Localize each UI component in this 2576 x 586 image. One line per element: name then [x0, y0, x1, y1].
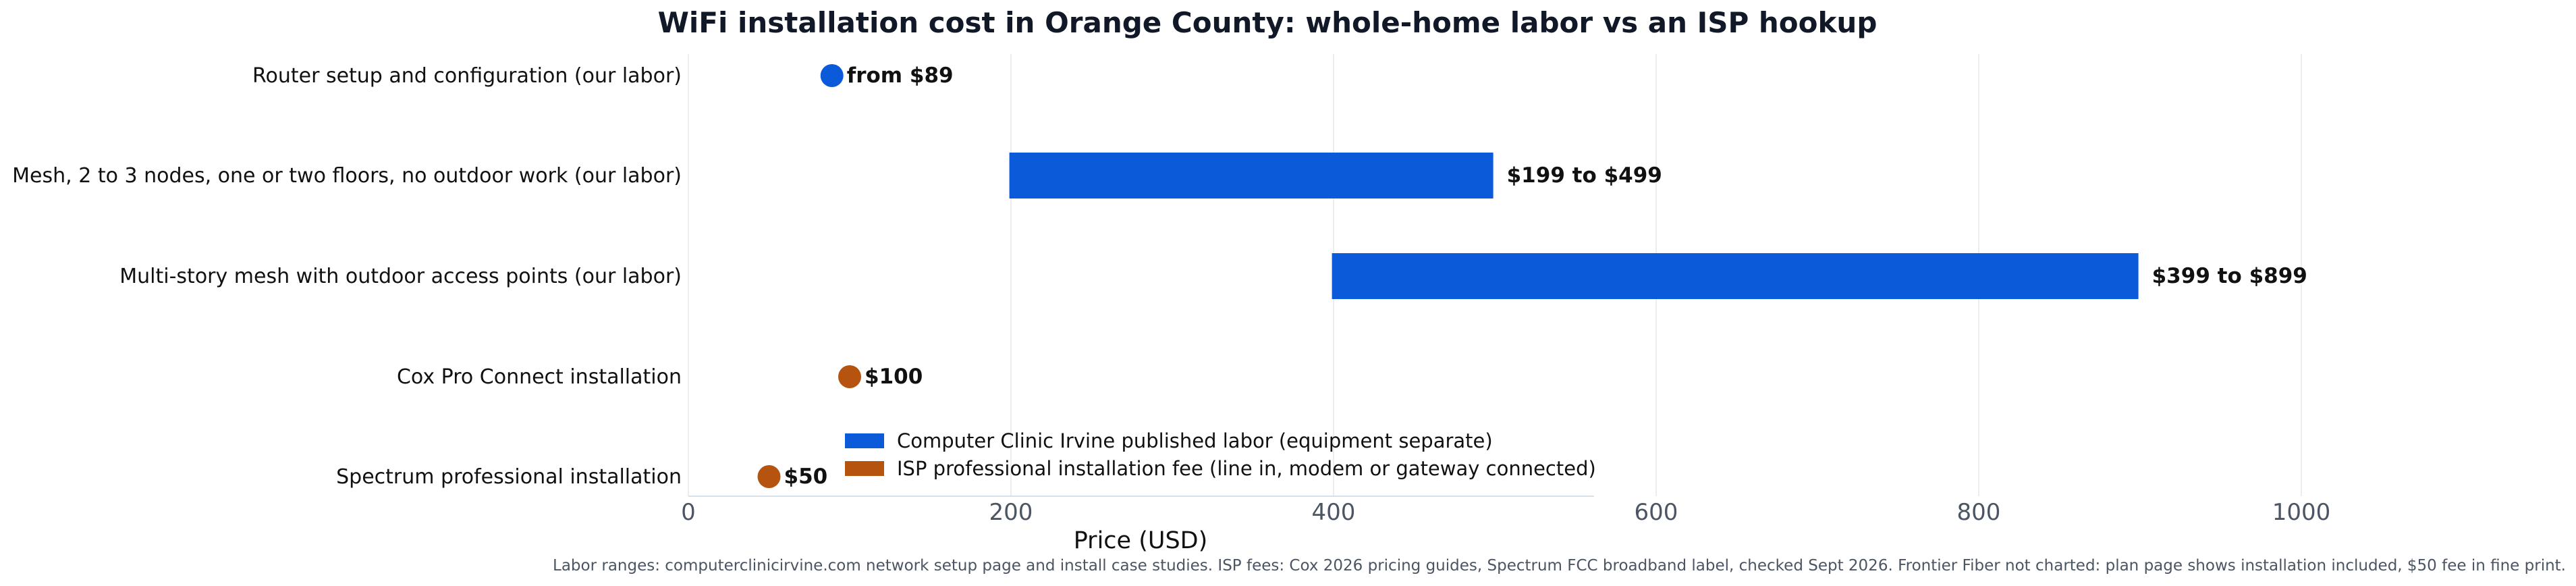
- x-tick-labels: 0 200 400 600 800 1000: [681, 499, 2330, 526]
- data-label: from $89: [847, 63, 954, 88]
- category-label: Router setup and configuration (our labo…: [252, 64, 682, 88]
- x-tick-label: 0: [681, 499, 696, 526]
- legend-label: Computer Clinic Irvine published labor (…: [897, 429, 1493, 452]
- legend-swatch: [845, 461, 884, 476]
- range-bar: [1332, 253, 2139, 299]
- x-tick-label: 400: [1312, 499, 1356, 526]
- legend-label: ISP professional installation fee (line …: [897, 457, 1596, 480]
- x-tick-label: 1000: [2272, 499, 2331, 526]
- data-marks: [757, 64, 2139, 488]
- point-marker: [757, 465, 781, 488]
- chart-title: WiFi installation cost in Orange County:…: [658, 6, 1878, 39]
- data-label: $399 to $899: [2152, 264, 2307, 288]
- category-label: Cox Pro Connect installation: [397, 365, 682, 389]
- x-tick-label: 200: [989, 499, 1033, 526]
- category-label: Multi-story mesh with outdoor access poi…: [119, 265, 682, 288]
- category-label: Spectrum professional installation: [336, 465, 682, 489]
- footnote: Labor ranges: computerclinicirvine.com n…: [553, 557, 2566, 575]
- x-axis-label: Price (USD): [1074, 527, 1208, 554]
- data-label: $100: [865, 365, 923, 389]
- x-tick-label: 800: [1957, 499, 2001, 526]
- legend-swatch: [845, 433, 884, 448]
- data-label: $199 to $499: [1507, 163, 1662, 188]
- point-marker: [820, 64, 844, 87]
- data-labels: from $89 $199 to $499 $399 to $899 $100 $50: [784, 63, 2307, 489]
- legend: Computer Clinic Irvine published labor (…: [845, 429, 1596, 480]
- point-marker: [838, 365, 861, 388]
- x-tick-label: 600: [1635, 499, 1678, 526]
- range-bar: [1009, 153, 1493, 198]
- data-label: $50: [784, 464, 828, 489]
- category-labels: Router setup and configuration (our labo…: [12, 64, 682, 489]
- category-label: Mesh, 2 to 3 nodes, one or two floors, n…: [12, 164, 682, 188]
